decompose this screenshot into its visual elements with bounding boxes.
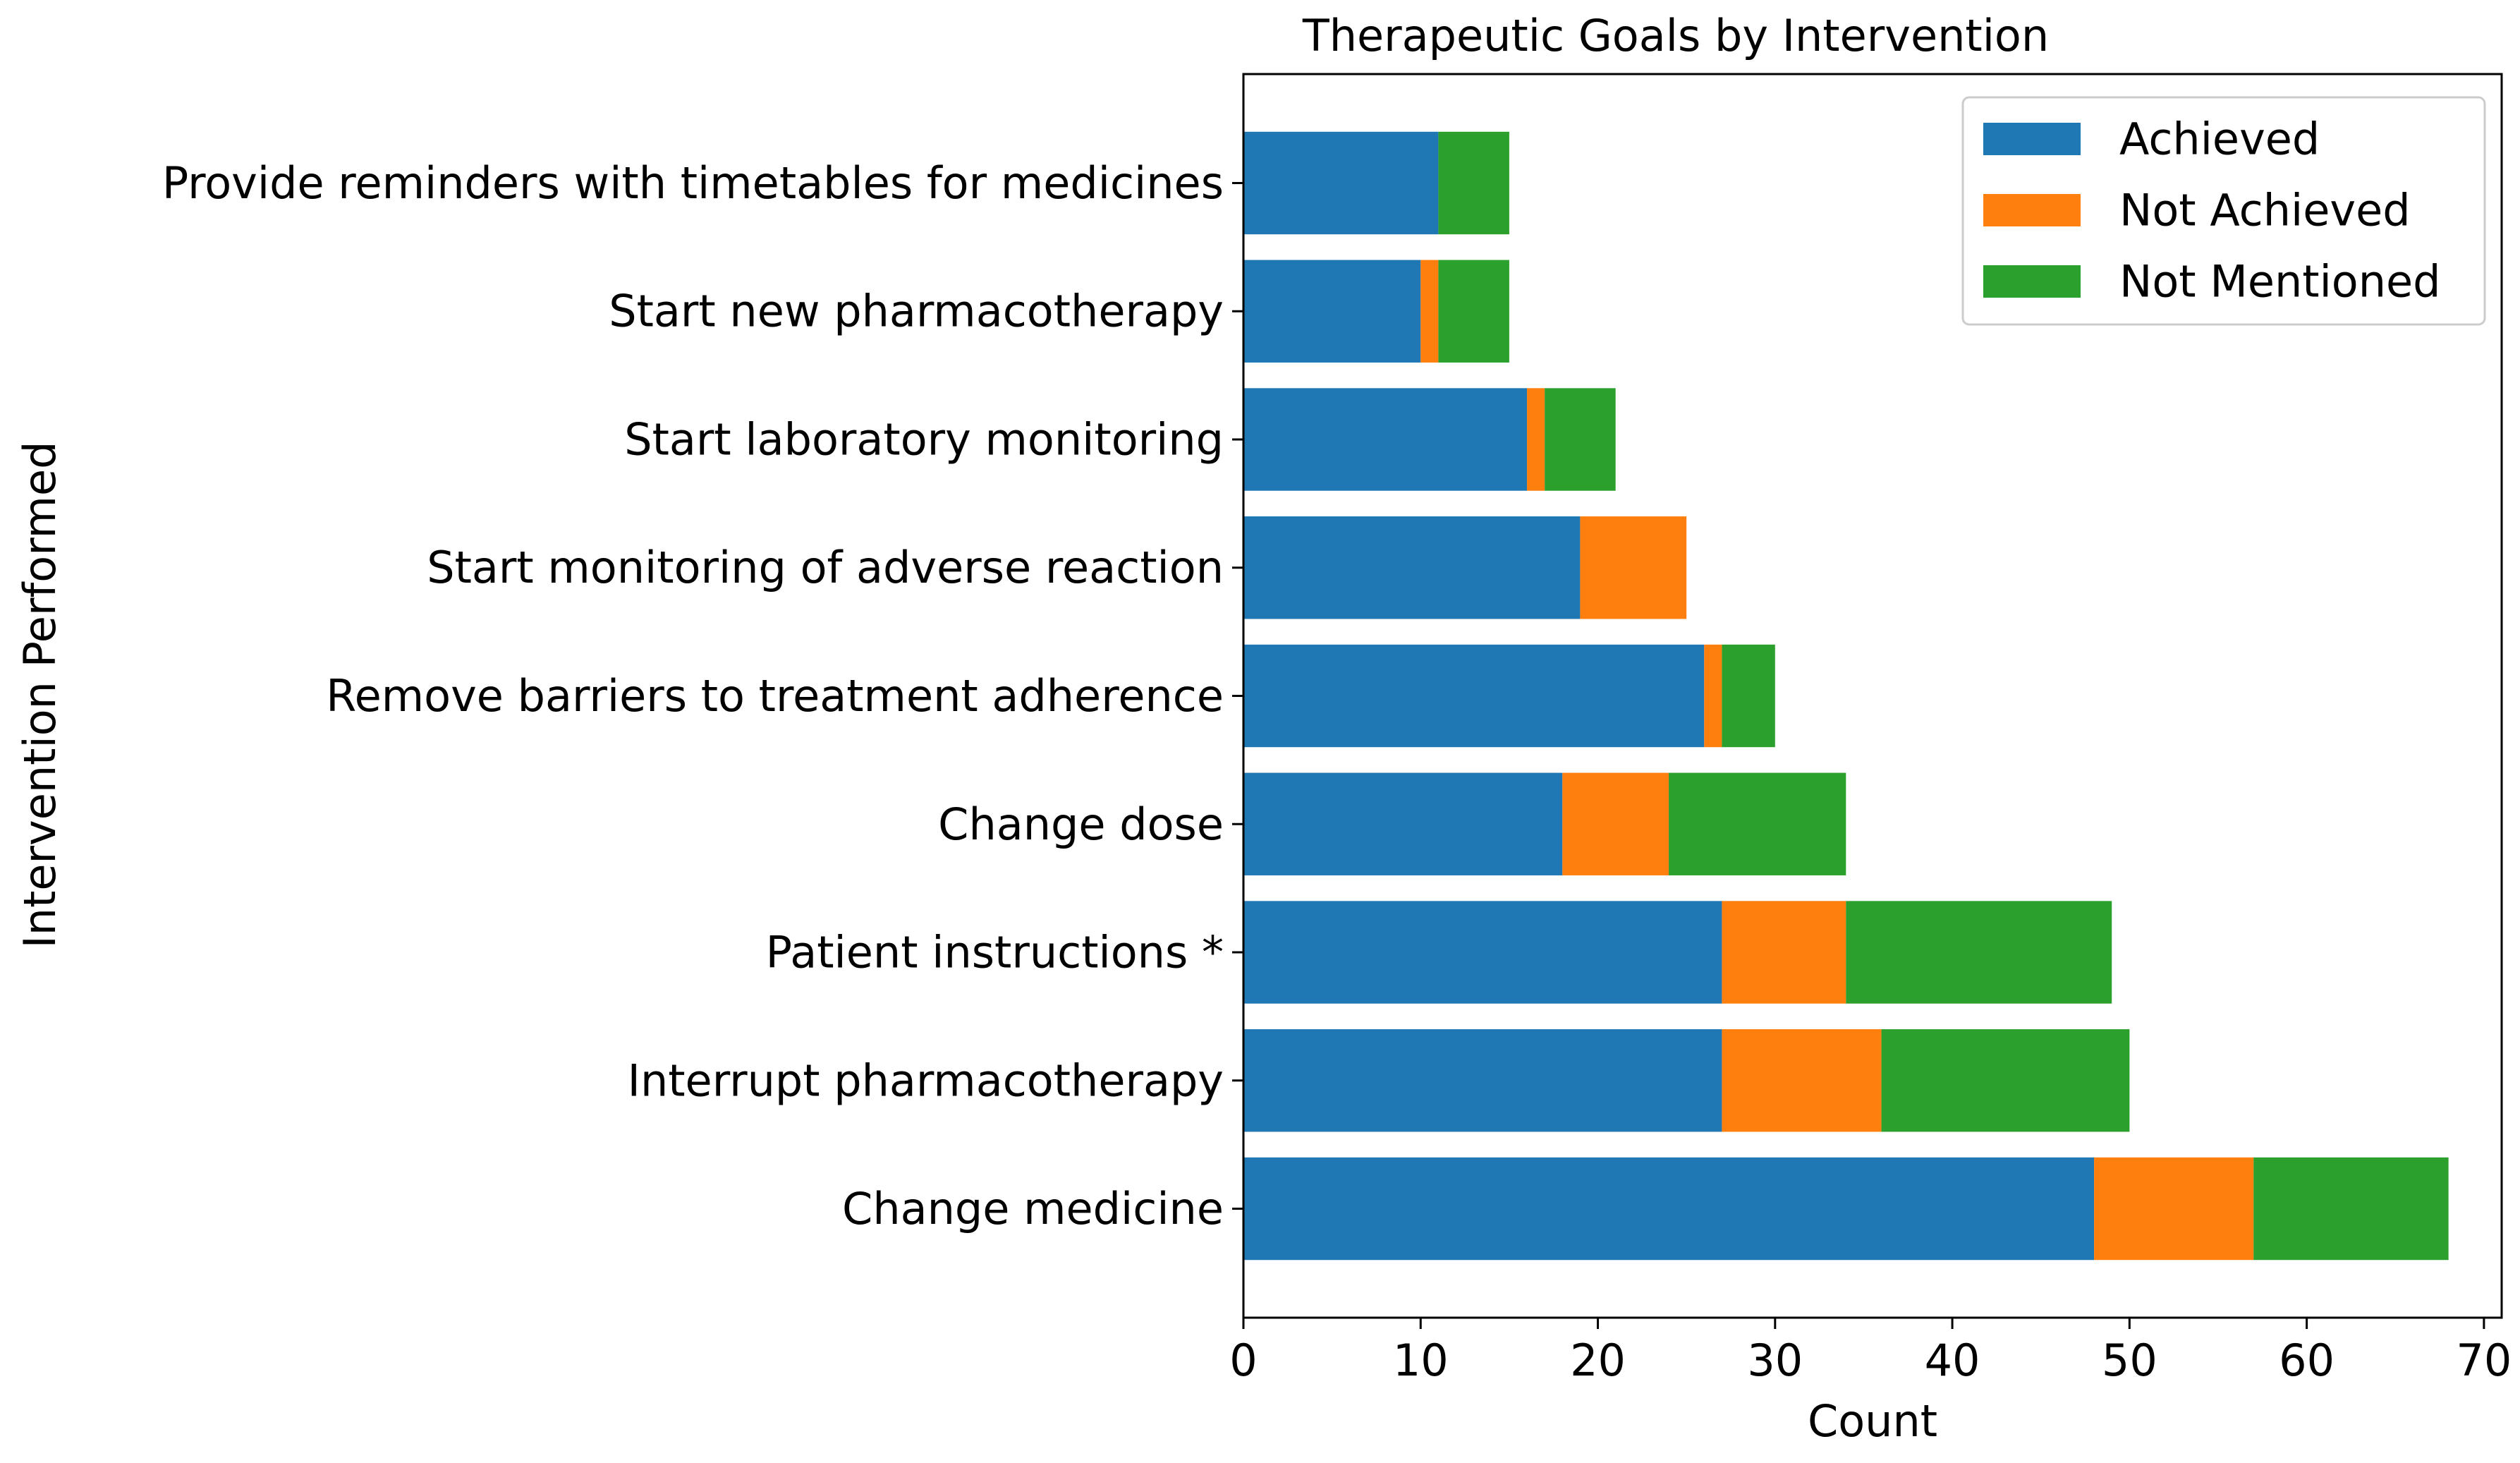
y-tick-label-5: Remove barriers to treatment adherence [326,670,1224,722]
bar-1-2 [1243,1029,1722,1132]
bar-1-4 [1243,772,1563,875]
x-tick-label-4: 30 [1747,1335,1803,1386]
y-tick-label-7: Start laboratory monitoring [624,413,1224,465]
x-tick-label-8: 70 [2456,1335,2512,1386]
legend-swatch-1 [1983,123,2081,155]
legend-label-2: Not Achieved [2119,185,2411,236]
bar-3-8 [1438,260,1509,363]
legend-swatch-2 [1983,194,2081,226]
legend: Achieved Not Achieved Not Mentioned [1961,96,2486,326]
legend-frame [1961,96,2486,326]
bar-3-3 [1846,901,2112,1004]
bar-3-1 [2253,1157,2449,1261]
x-tick-label-7: 60 [2279,1335,2335,1386]
x-axis-label: Count [1808,1395,1937,1447]
y-tick-label-1: Change medicine [842,1183,1224,1234]
y-tick-label-4: Change dose [938,799,1224,850]
bar-2-8 [1420,260,1439,363]
x-tick-label-5: 40 [1925,1335,1980,1386]
chart-title: Therapeutic Goals by Intervention [1302,10,2049,61]
bar-1-5 [1243,644,1705,748]
y-tick-label-3: Patient instructions * [766,927,1224,978]
x-axis: 0 10 20 30 40 50 60 70 [1229,1318,2512,1386]
bar-1-7 [1243,388,1528,491]
bar-1-6 [1243,516,1581,619]
legend-label-1: Achieved [2119,114,2320,165]
bar-1-1 [1243,1157,2095,1261]
y-axis: Change medicine Interrupt pharmacotherapy… [162,157,1243,1234]
x-tick-label-1: 0 [1229,1335,1257,1386]
bar-2-3 [1722,901,1846,1004]
bars-layer [1243,131,2449,1261]
x-tick-label-6: 50 [2102,1335,2157,1386]
bar-3-2 [1881,1029,2130,1132]
bar-2-5 [1704,644,1722,748]
bar-3-5 [1722,644,1775,748]
y-tick-label-8: Start new pharmacotherapy [609,286,1224,337]
bar-1-3 [1243,901,1722,1004]
bar-3-9 [1438,131,1509,235]
bar-3-7 [1545,388,1616,491]
bar-2-2 [1722,1029,1882,1132]
bar-1-9 [1243,131,1439,235]
x-tick-label-3: 20 [1570,1335,1626,1386]
bar-2-1 [2094,1157,2254,1261]
bar-2-4 [1562,772,1669,875]
bar-3-4 [1669,772,1846,875]
y-tick-label-9: Provide reminders with timetables for me… [162,157,1224,209]
y-tick-label-6: Start monitoring of adverse reaction [427,542,1224,593]
y-axis-label: Intervention Performed [14,442,66,949]
x-tick-label-2: 10 [1393,1335,1449,1386]
bar-2-7 [1527,388,1545,491]
plot-frame [1242,73,2503,1319]
legend-swatch-3 [1983,265,2081,298]
y-tick-label-2: Interrupt pharmacotherapy [628,1055,1224,1106]
bar-2-6 [1580,516,1687,619]
legend-label-3: Not Mentioned [2119,256,2441,308]
bar-1-8 [1243,260,1421,363]
